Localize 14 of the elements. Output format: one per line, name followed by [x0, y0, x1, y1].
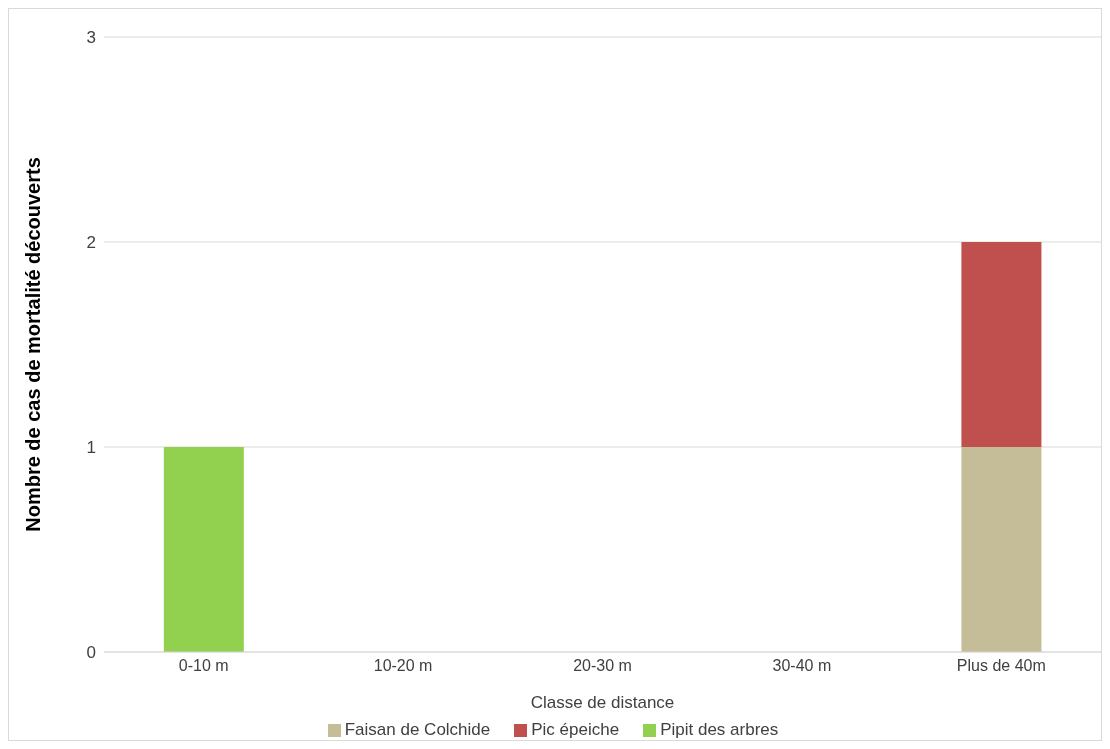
- y-tick-label: 2: [86, 233, 96, 253]
- y-tick-label: 1: [86, 438, 96, 458]
- x-tick-label: 10-20 m: [373, 657, 433, 675]
- legend-label: Pic épeiche: [531, 720, 620, 739]
- x-tick-label: 30-40 m: [772, 657, 832, 675]
- legend-label: Faisan de Colchide: [344, 720, 491, 739]
- x-tick-label: 0-10 m: [178, 657, 229, 675]
- y-axis-title: Nombre de cas de mortalité découverts: [22, 157, 45, 532]
- x-tick-label: 20-30 m: [573, 657, 632, 675]
- x-tick-label: Plus de 40m: [956, 657, 1046, 675]
- y-tick-label: 3: [86, 28, 96, 48]
- x-axis-title: Classe de distance: [530, 693, 675, 712]
- y-tick-label: 0: [86, 643, 96, 663]
- legend-label: Pipit des arbres: [660, 720, 779, 739]
